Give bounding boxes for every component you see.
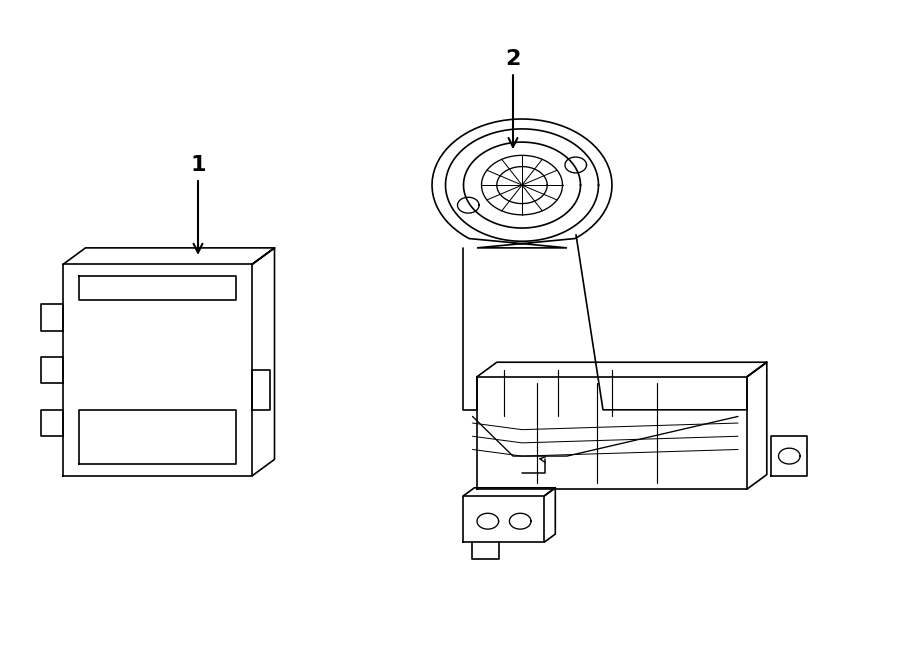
Text: 1: 1 xyxy=(190,155,206,253)
Text: 2: 2 xyxy=(505,50,521,147)
